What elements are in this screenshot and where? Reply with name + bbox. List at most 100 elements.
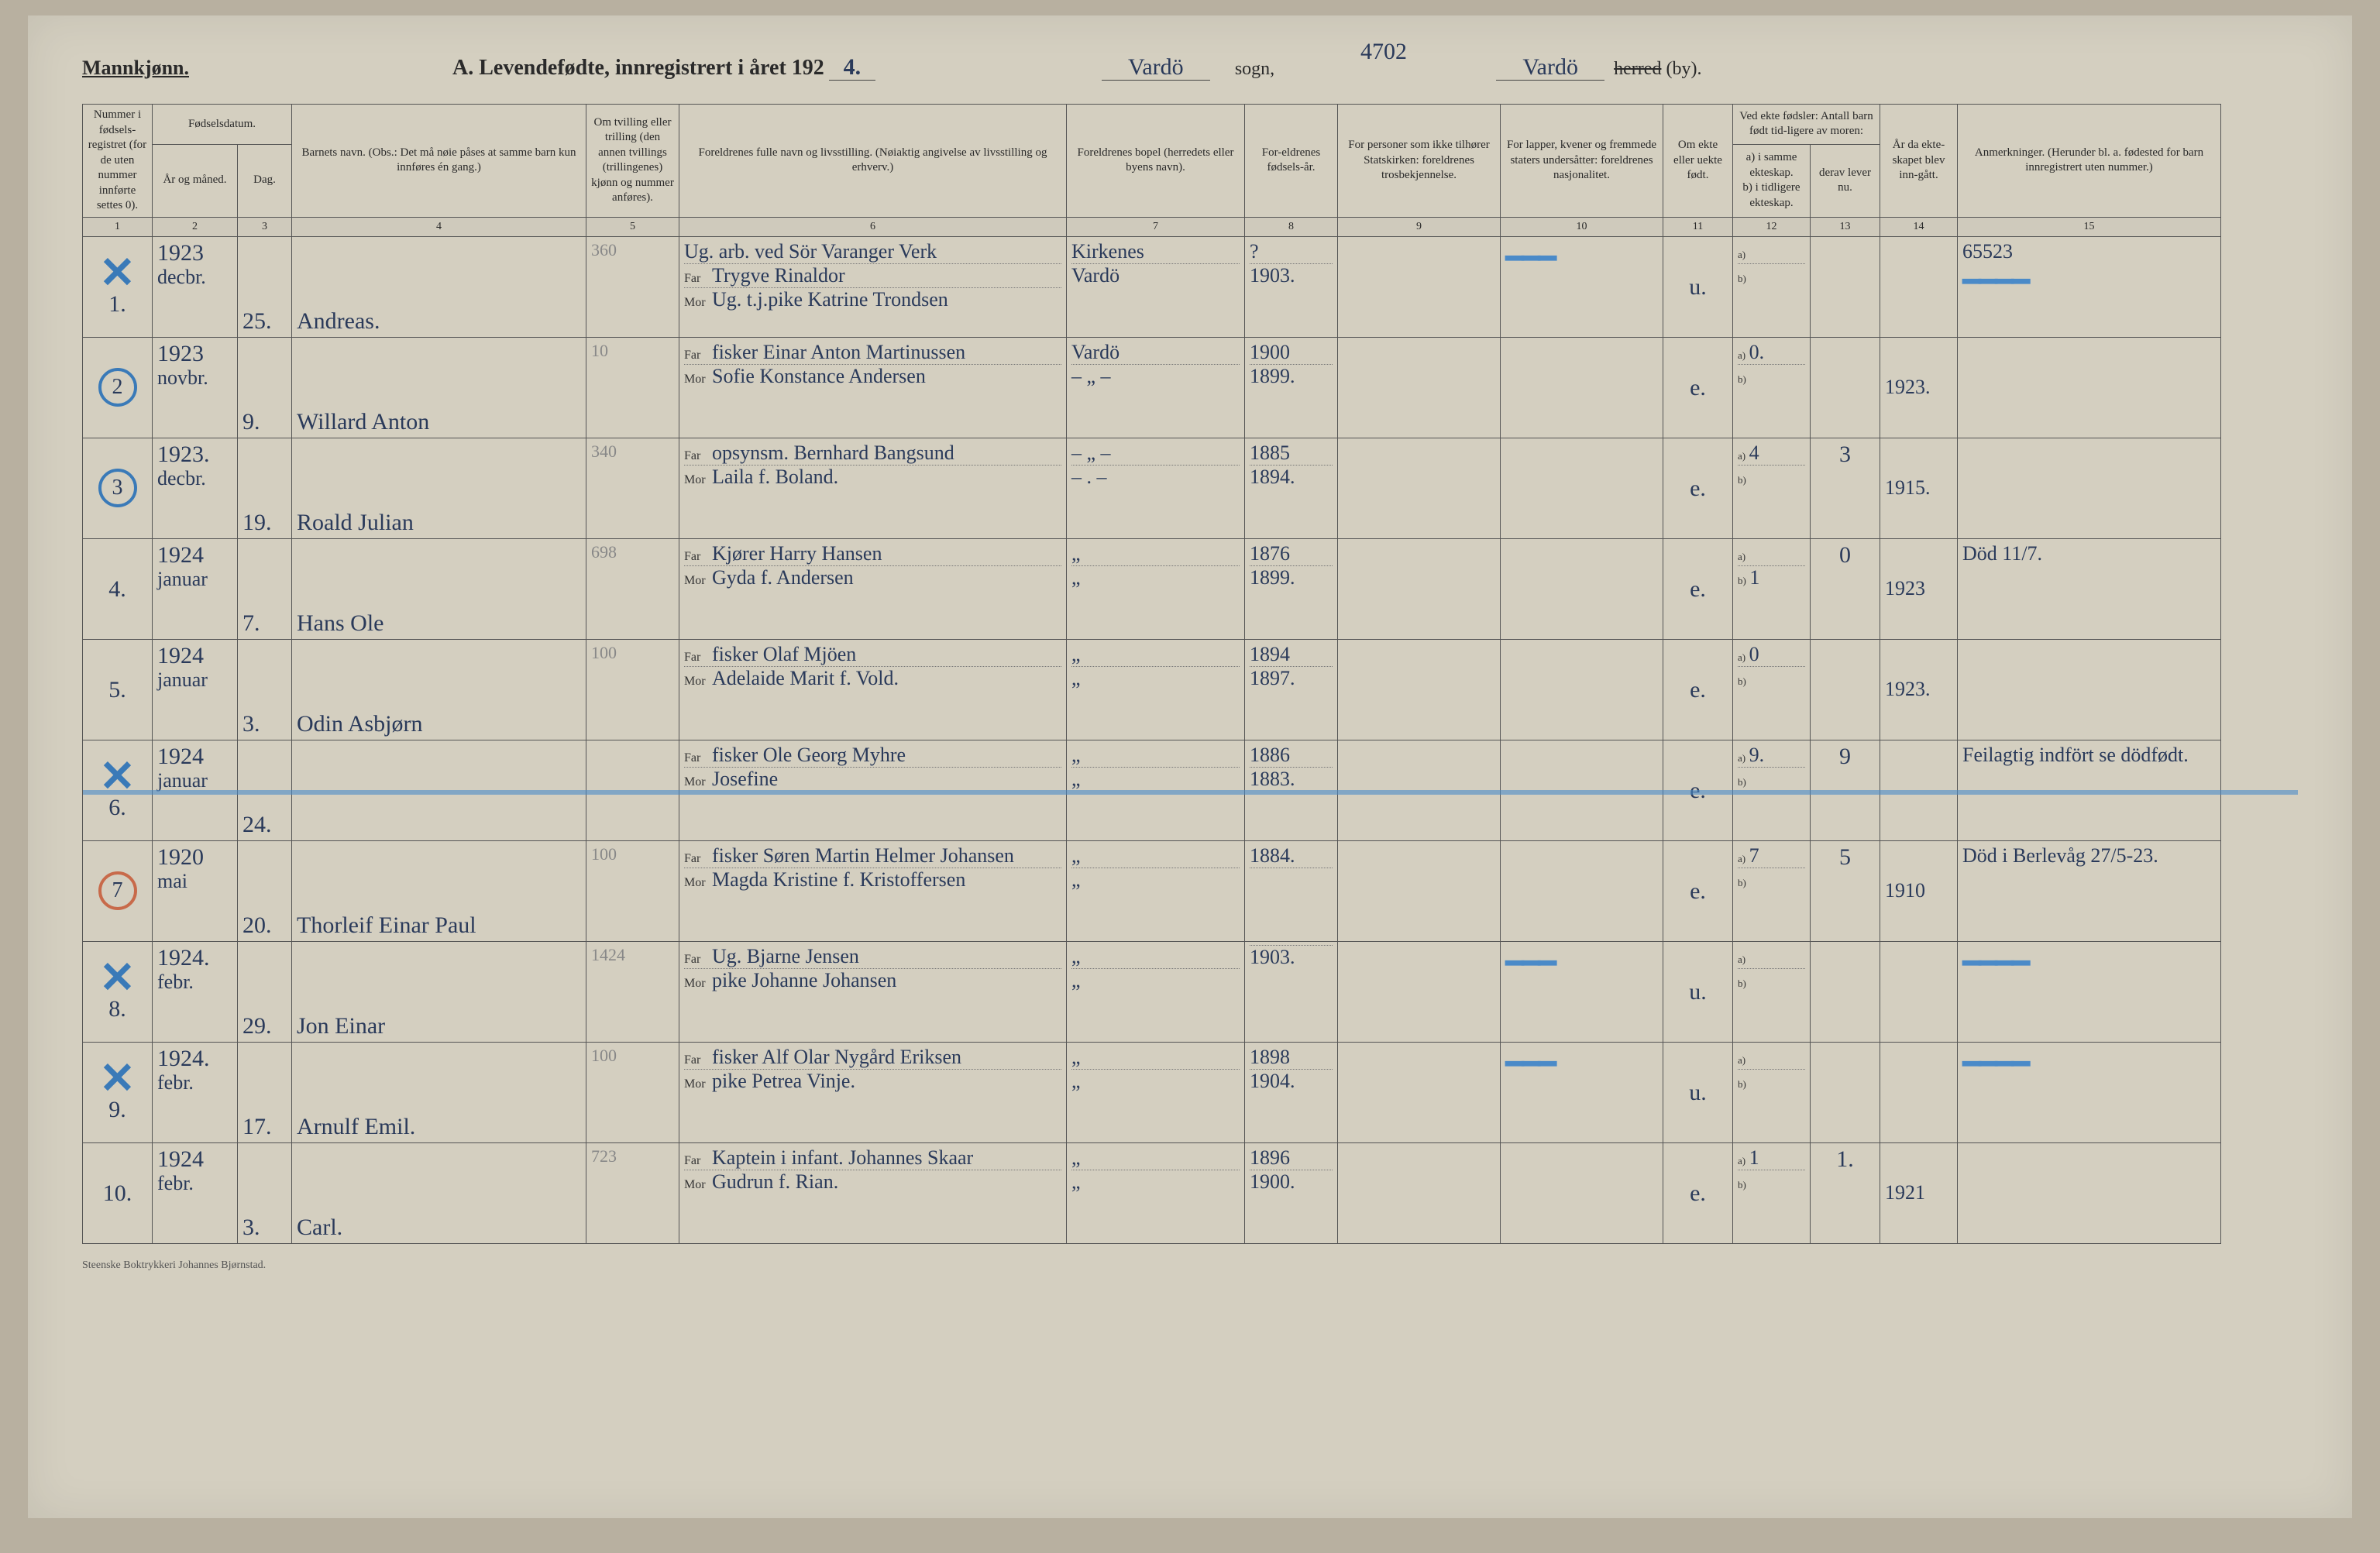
- cell-num: ✕6.: [83, 740, 153, 840]
- cell-fyear: 1885 1894.: [1245, 438, 1338, 538]
- cell-year-month: 1920mai: [153, 840, 238, 941]
- gender-label: Mannkjønn.: [82, 57, 189, 80]
- page-number-annotation: 4702: [1360, 39, 1407, 64]
- cell-bopel: Kirkenes Vardö: [1067, 236, 1245, 337]
- table-row: ✕6. 1924januar 24. Farfisker Ole Georg M…: [83, 740, 2298, 840]
- cell-religion: [1338, 337, 1501, 438]
- cell-bopel: – „ – – . –: [1067, 438, 1245, 538]
- cell-year-month: 1923decbr.: [153, 236, 238, 337]
- col-header-14: År da ekte-skapet blev inn-gått.: [1880, 105, 1958, 218]
- cell-child-name: Jon Einar: [292, 941, 586, 1042]
- cell-child-name: Roald Julian: [292, 438, 586, 538]
- cell-remarks: [1958, 639, 2221, 740]
- cell-remarks: [1958, 1142, 2221, 1243]
- cell-num: ✕1.: [83, 236, 153, 337]
- cell-child-name: Andreas.: [292, 236, 586, 337]
- cell-day: 29.: [238, 941, 292, 1042]
- cell-twin: 100: [586, 639, 679, 740]
- cell-ab: a) b): [1733, 1042, 1811, 1142]
- col-header-5: Om tvilling eller trilling (den annen tv…: [586, 105, 679, 218]
- cell-child-name: [292, 740, 586, 840]
- colnum: 13: [1811, 217, 1880, 236]
- cell-day: 25.: [238, 236, 292, 337]
- table-row: ✕8. 1924.febr. 29. Jon Einar 1424 FarUg.…: [83, 941, 2298, 1042]
- herred-by: (by).: [1666, 59, 1701, 79]
- colnum: 7: [1067, 217, 1245, 236]
- col-header-13: derav lever nu.: [1811, 144, 1880, 217]
- cell-year-month: 1924.febr.: [153, 1042, 238, 1142]
- cell-religion: [1338, 639, 1501, 740]
- cell-parents: FarUg. Bjarne Jensen Morpike Johanne Joh…: [679, 941, 1067, 1042]
- cell-fyear: 1903.: [1245, 941, 1338, 1042]
- col-header-6: Foreldrenes fulle navn og livsstilling. …: [679, 105, 1067, 218]
- col-12a-text: a) i samme ekteskap.: [1738, 150, 1805, 180]
- cell-lever: [1811, 941, 1880, 1042]
- cell-remarks: [1958, 337, 2221, 438]
- cell-ab: a) b): [1733, 236, 1811, 337]
- section-title: A. Levendefødte, innregistrert i året 19…: [452, 54, 880, 81]
- col-header-7: Foreldrenes bopel (herredets eller byens…: [1067, 105, 1245, 218]
- cell-lever: [1811, 1042, 1880, 1142]
- cell-twin: 723: [586, 1142, 679, 1243]
- cell-bopel: „ „: [1067, 941, 1245, 1042]
- cell-nationality: ━━━: [1501, 941, 1663, 1042]
- cell-remarks: Död 11/7.: [1958, 538, 2221, 639]
- cell-lever: 3: [1811, 438, 1880, 538]
- cell-ekte: e.: [1663, 1142, 1733, 1243]
- cell-remarks: [1958, 438, 2221, 538]
- col-header-15: Anmerkninger. (Herunder bl. a. fødested …: [1958, 105, 2221, 218]
- cell-ab: a) 0. b): [1733, 337, 1811, 438]
- cell-bopel: „ „: [1067, 1142, 1245, 1243]
- col-header-12: Ved ekte fødsler: Antall barn født tid-l…: [1733, 105, 1880, 145]
- table-row: ✕9. 1924.febr. 17. Arnulf Emil. 100 Farf…: [83, 1042, 2298, 1142]
- table-row: 4. 1924januar 7. Hans Ole 698 FarKjører …: [83, 538, 2298, 639]
- title-text: A. Levendefødte, innregistrert i året 19…: [452, 56, 824, 80]
- cell-year-month: 1924.febr.: [153, 941, 238, 1042]
- cell-day: 3.: [238, 639, 292, 740]
- col-header-1: Nummer i fødsels-registret (for de uten …: [83, 105, 153, 218]
- cell-ekteskap-year: 1923: [1880, 538, 1958, 639]
- cell-lever: [1811, 639, 1880, 740]
- table-row: 3 1923.decbr. 19. Roald Julian 340 Farop…: [83, 438, 2298, 538]
- herred-struck: herred: [1614, 59, 1661, 79]
- col-header-10: For lapper, kvener og fremmede staters u…: [1501, 105, 1663, 218]
- colnum: 2: [153, 217, 238, 236]
- cell-fyear: 1896 1900.: [1245, 1142, 1338, 1243]
- cell-parents: Farfisker Olaf Mjöen MorAdelaide Marit f…: [679, 639, 1067, 740]
- birth-register-table: Nummer i fødsels-registret (for de uten …: [82, 104, 2298, 1244]
- cell-fyear: 1898 1904.: [1245, 1042, 1338, 1142]
- cell-num: 4.: [83, 538, 153, 639]
- column-number-row: 1 2 3 4 5 6 7 8 9 10 11 12 13 14 15: [83, 217, 2298, 236]
- cell-day: 3.: [238, 1142, 292, 1243]
- cell-bopel: „ „: [1067, 538, 1245, 639]
- cell-ekteskap-year: [1880, 941, 1958, 1042]
- table-row: ✕1. 1923decbr. 25. Andreas. 360 Ug. arb.…: [83, 236, 2298, 337]
- cell-ekte: e.: [1663, 538, 1733, 639]
- cell-parents: Farfisker Alf Olar Nygård Eriksen Morpik…: [679, 1042, 1067, 1142]
- cell-religion: [1338, 740, 1501, 840]
- cell-ab: a) b): [1733, 941, 1811, 1042]
- colnum: 11: [1663, 217, 1733, 236]
- cell-ekte: e.: [1663, 337, 1733, 438]
- herred-value: Vardö: [1496, 54, 1604, 81]
- colnum: 6: [679, 217, 1067, 236]
- cell-nationality: [1501, 840, 1663, 941]
- colnum: 12: [1733, 217, 1811, 236]
- cell-religion: [1338, 1042, 1501, 1142]
- table-row: 2 1923novbr. 9. Willard Anton 10 Farfisk…: [83, 337, 2298, 438]
- cell-nationality: [1501, 1142, 1663, 1243]
- page-header: Mannkjønn. A. Levendefødte, innregistrer…: [82, 54, 2298, 81]
- colnum: 5: [586, 217, 679, 236]
- cell-ekteskap-year: 1923.: [1880, 337, 1958, 438]
- cell-twin: 100: [586, 840, 679, 941]
- cell-ab: a) 7 b): [1733, 840, 1811, 941]
- cell-child-name: Carl.: [292, 1142, 586, 1243]
- cell-religion: [1338, 438, 1501, 538]
- cell-year-month: 1924febr.: [153, 1142, 238, 1243]
- cell-twin: 100: [586, 1042, 679, 1142]
- cell-year-month: 1924januar: [153, 639, 238, 740]
- cell-num: ✕8.: [83, 941, 153, 1042]
- cell-fyear: 1900 1899.: [1245, 337, 1338, 438]
- sogn-value: Vardö: [1102, 54, 1210, 81]
- cell-ekte: e.: [1663, 840, 1733, 941]
